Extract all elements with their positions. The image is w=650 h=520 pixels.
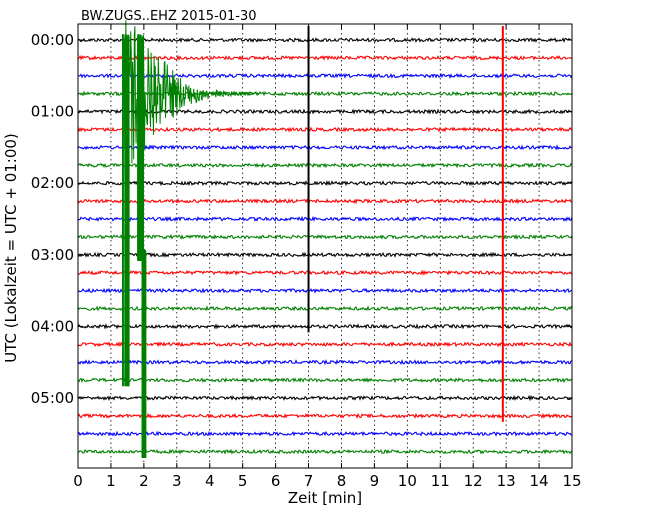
x-tick-label: 15 (562, 472, 581, 490)
trace (77, 341, 573, 348)
y-tick-label: 00:00 (31, 31, 74, 49)
trace (77, 323, 573, 330)
x-tick-label: 6 (271, 472, 281, 490)
x-tick-label: 8 (337, 472, 347, 490)
y-tick-label: 01:00 (31, 103, 74, 121)
x-tick-label: 2 (139, 472, 149, 490)
plot-frame (77, 23, 573, 469)
trace (77, 54, 573, 62)
trace (77, 180, 573, 187)
event-group (122, 20, 504, 458)
x-tick-label: 10 (398, 472, 417, 490)
trace (77, 305, 573, 312)
x-tick-label: 12 (464, 472, 483, 490)
trace (77, 430, 573, 437)
trace (77, 448, 573, 455)
x-tick-label: 14 (530, 472, 549, 490)
x-tick-label: 1 (106, 472, 116, 490)
x-axis-ticks: 0 1 2 3 4 5 6 7 8 9 10 11 12 13 14 15 (73, 24, 582, 490)
trace (77, 394, 573, 402)
x-tick-label: 0 (73, 472, 83, 490)
trace (77, 287, 573, 294)
y-tick-label: 04:00 (31, 317, 74, 335)
trace (77, 126, 573, 133)
y-tick-label: 03:00 (31, 246, 74, 264)
x-tick-label: 11 (431, 472, 450, 490)
trace (77, 358, 573, 366)
trace (77, 233, 573, 240)
trace (77, 37, 573, 43)
y-tick-label: 02:00 (31, 174, 74, 192)
trace (77, 215, 573, 223)
trace (77, 376, 573, 384)
x-tick-label: 5 (238, 472, 248, 490)
trace (77, 72, 573, 79)
trace (77, 197, 573, 205)
trace (77, 144, 573, 151)
y-axis-ticks: 00:00 01:00 02:00 03:00 04:00 05:00 (31, 31, 572, 407)
y-axis-label: UTC (Lokalzeit = UTC + 01:00) (2, 133, 20, 363)
trace (77, 412, 573, 419)
chart-title: BW.ZUGS..EHZ 2015-01-30 (81, 9, 257, 24)
quake-waveform (123, 20, 260, 164)
y-tick-label: 05:00 (31, 389, 74, 407)
x-tick-label: 4 (205, 472, 215, 490)
trace (77, 269, 573, 276)
x-axis-label: Zeit [min] (288, 489, 362, 507)
x-tick-label: 7 (304, 472, 314, 490)
trace (77, 251, 573, 258)
x-tick-label: 13 (497, 472, 516, 490)
x-tick-label: 3 (172, 472, 182, 490)
trace (77, 162, 573, 169)
x-tick-label: 9 (370, 472, 380, 490)
